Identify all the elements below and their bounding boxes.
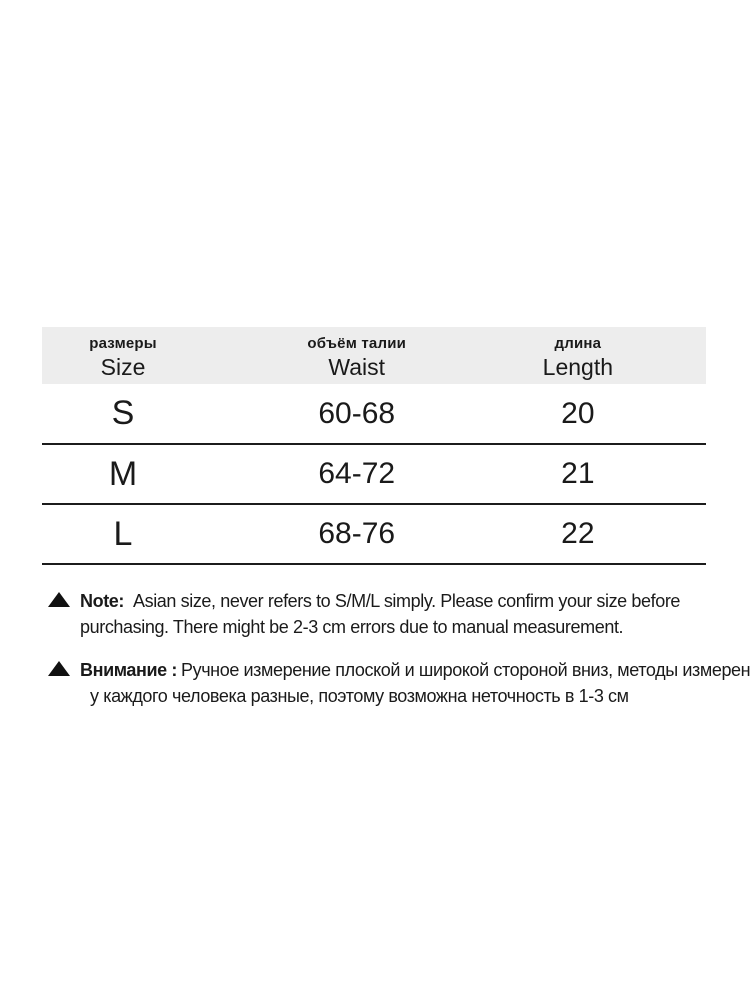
cell-spacer — [646, 384, 706, 445]
header-length-label-en: Length — [542, 353, 614, 380]
cell-waist-s: 60-68 — [204, 384, 510, 445]
header-cell-spacer — [646, 327, 706, 384]
cell-waist-m: 64-72 — [204, 444, 510, 505]
note-english-text: Note: Asian size, never refers to S/M/L s… — [80, 588, 680, 640]
table-row-m: M 64-72 21 — [42, 444, 706, 505]
header-cell-size: размеры Size — [42, 327, 204, 384]
note-russian-line2: у каждого человека разные, поэтому возмо… — [90, 686, 629, 706]
table-row-s: S 60-68 20 — [42, 384, 706, 445]
cell-size-m: M — [42, 444, 205, 505]
header-size-label-ru: размеры — [89, 334, 157, 352]
note-english-line1-text: Asian size, never refers to S/M/L simply… — [133, 591, 681, 611]
header-cell-waist: объём талии Waist — [204, 327, 509, 384]
cell-length-l: 22 — [509, 504, 647, 565]
size-chart-table: размеры Size объём талии Waist длина Len… — [42, 327, 706, 565]
triangle-up-icon — [48, 661, 70, 676]
cell-spacer — [646, 444, 706, 505]
header-waist-label-en: Waist — [328, 353, 386, 380]
note-russian-text: Внимание : Ручное измерение плоской и шир… — [80, 657, 750, 709]
cell-length-m: 21 — [509, 444, 647, 505]
note-russian-line1: Внимание : Ручное измерение плоской и шир… — [80, 657, 750, 683]
table-header-row: размеры Size объём талии Waist длина Len… — [42, 327, 706, 384]
header-length-label-ru: длина — [554, 334, 602, 352]
note-russian-label: Внимание : — [80, 660, 177, 680]
note-english: Note: Asian size, never refers to S/M/L s… — [48, 588, 680, 640]
cell-size-l: L — [42, 504, 205, 565]
triangle-up-icon — [48, 592, 70, 607]
table-row-l: L 68-76 22 — [42, 504, 706, 565]
note-english-line1: Note: Asian size, never refers to S/M/L s… — [80, 588, 680, 614]
header-waist-label-ru: объём талии — [307, 334, 407, 352]
cell-length-s: 20 — [509, 384, 647, 445]
cell-waist-l: 68-76 — [204, 504, 510, 565]
note-russian-line1-text: Ручное измерение плоской и широкой сторо… — [180, 660, 750, 680]
header-cell-length: длина Length — [509, 327, 646, 384]
cell-spacer — [646, 504, 706, 565]
note-russian: Внимание : Ручное измерение плоской и шир… — [48, 657, 750, 709]
note-english-line2: purchasing. There might be 2-3 cm errors… — [80, 617, 624, 637]
note-english-label: Note: — [80, 591, 124, 611]
header-size-label-en: Size — [100, 353, 146, 380]
cell-size-s: S — [42, 384, 205, 445]
